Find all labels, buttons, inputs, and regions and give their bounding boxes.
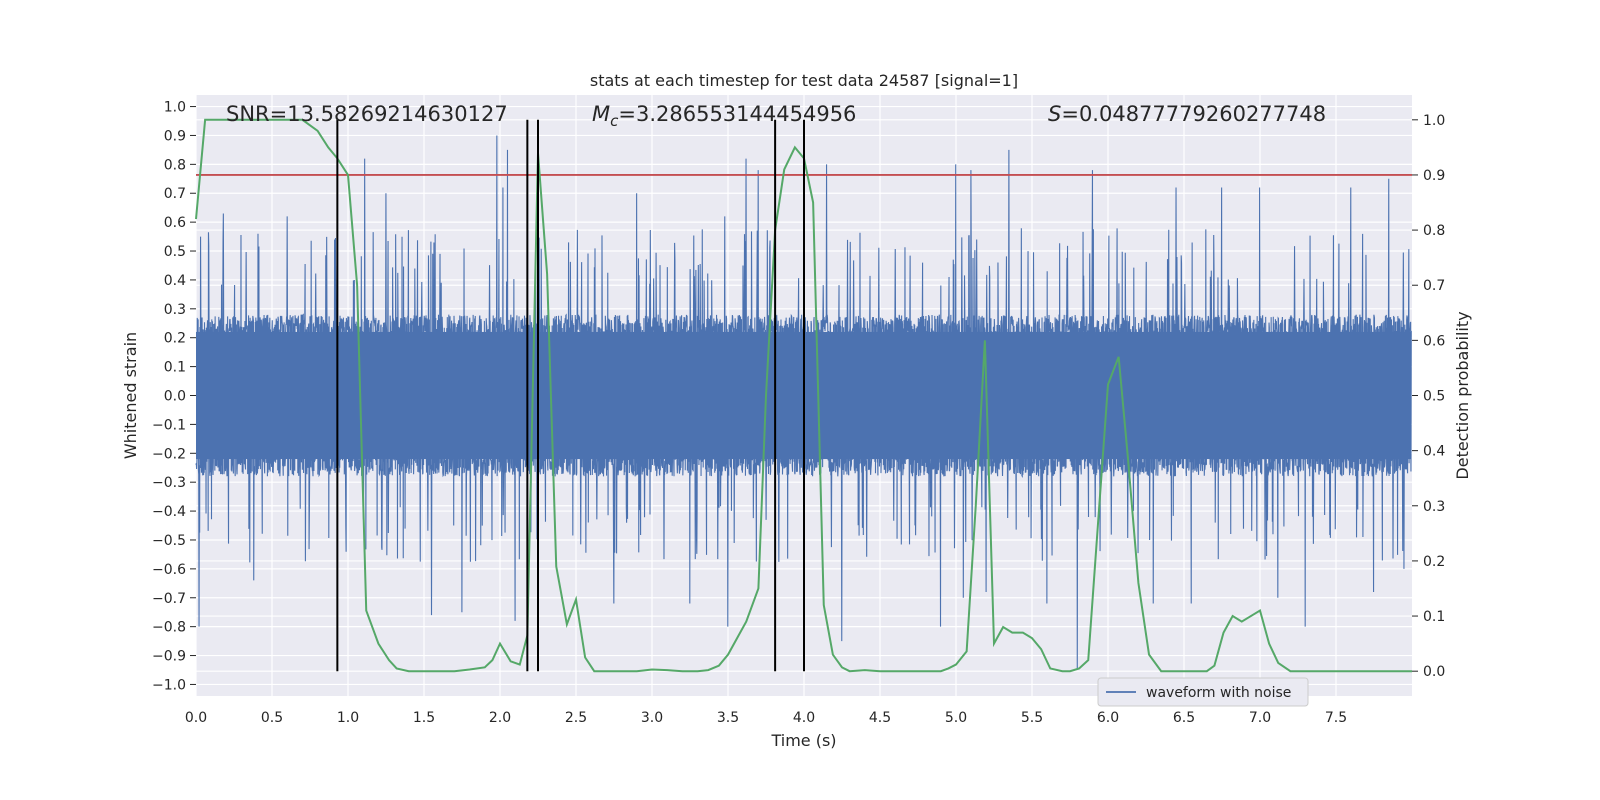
y2-tick-label: 0.6 [1423,333,1445,349]
x-tick-label: 5.0 [945,710,967,726]
y2-tick-label: 1.0 [1423,113,1445,129]
y2-tick-label: 0.3 [1423,499,1445,515]
y-axis-ticks: 1.0 0.9 0.8 0.7 0.6 0.5 0.4 0.3 0.2 0.1 0.0 −0.1 −0.… [152,100,196,693]
x-tick-label: 0.5 [261,710,283,726]
x-tick-label: 0.0 [185,710,207,726]
x-axis-title: Time (s) [770,731,836,750]
vertical-markers [336,119,805,672]
y-tick-label: 0.3 [164,302,186,318]
y2-tick-label: 0.1 [1423,609,1445,625]
y-axis-title: Whitened strain [121,332,140,459]
y-tick-label: 0.2 [164,331,186,347]
s-value: =0.04877779260277748 [1061,102,1326,126]
mc-symbol: M [592,102,610,126]
x-tick-label: 4.0 [793,710,815,726]
x-tick-label: 3.0 [641,710,663,726]
y-tick-label: 0.1 [164,360,186,376]
y-tick-label: −0.1 [152,417,186,433]
x-tick-label: 7.0 [1249,710,1271,726]
x-tick-label: 2.5 [565,710,587,726]
y-tick-label: −0.6 [152,562,186,578]
x-tick-label: 5.5 [1021,710,1043,726]
legend-box [1097,677,1309,707]
y-tick-label: 0.0 [164,389,186,405]
x-tick-label: 4.5 [869,710,891,726]
y-tick-label: 0.7 [164,186,186,202]
snr-annotation: SNR=13.58269214630127 [226,102,508,126]
x-tick-label: 7.5 [1325,710,1347,726]
y2-tick-label: 0.9 [1423,168,1445,184]
y-tick-label: −1.0 [152,677,186,693]
s-annotation: S=0.04877779260277748 [1048,102,1326,126]
x-tick-label: 1.0 [337,710,359,726]
y-tick-label: 0.6 [164,215,186,231]
y2-tick-label: 0.0 [1423,664,1445,680]
legend-label-waveform: waveform with noise [1146,685,1291,701]
chirp-mass-annotation: Mc=3.286553144454956 [592,102,856,130]
y-tick-label: 0.9 [164,128,186,144]
y2-axis-ticks: 1.0 0.9 0.8 0.7 0.6 0.5 0.4 0.3 0.2 0.1 0.0 [1412,113,1445,680]
y2-tick-label: 0.7 [1423,278,1445,294]
y2-axis-title: Detection probability [1453,311,1472,479]
mc-subscript: c [610,112,619,130]
y-tick-label: −0.4 [152,504,186,520]
probability-line [195,118,1412,673]
y2-tick-label: 0.8 [1423,223,1445,239]
y2-tick-label: 0.4 [1423,444,1445,460]
y-tick-label: 0.8 [164,157,186,173]
x-tick-label: 1.5 [413,710,435,726]
x-tick-label: 3.5 [717,710,739,726]
y-tick-label: −0.3 [152,475,186,491]
s-symbol: S [1048,102,1061,126]
y-tick-label: 1.0 [164,100,186,116]
x-tick-label: 6.0 [1097,710,1119,726]
x-tick-label: 6.5 [1173,710,1195,726]
y2-tick-label: 0.2 [1423,554,1445,570]
x-tick-label: 2.0 [489,710,511,726]
mc-value: =3.286553144454956 [618,102,856,126]
y-tick-label: 0.5 [164,244,186,260]
y-tick-label: −0.7 [152,591,186,607]
y-tick-label: −0.8 [152,620,186,636]
x-axis-ticks: 0.0 0.5 1.0 1.5 2.0 2.5 3.0 3.5 4.0 4.5 5.0 5.5 6.0 6… [185,710,1347,726]
legend: waveform with noise [1097,677,1309,707]
y-tick-label: −0.5 [152,533,186,549]
chart-title: stats at each timestep for test data 245… [590,71,1018,90]
y-tick-label: 0.4 [164,273,186,289]
y-tick-label: −0.2 [152,446,186,462]
y-tick-label: −0.9 [152,649,186,665]
y2-tick-label: 0.5 [1423,389,1445,405]
